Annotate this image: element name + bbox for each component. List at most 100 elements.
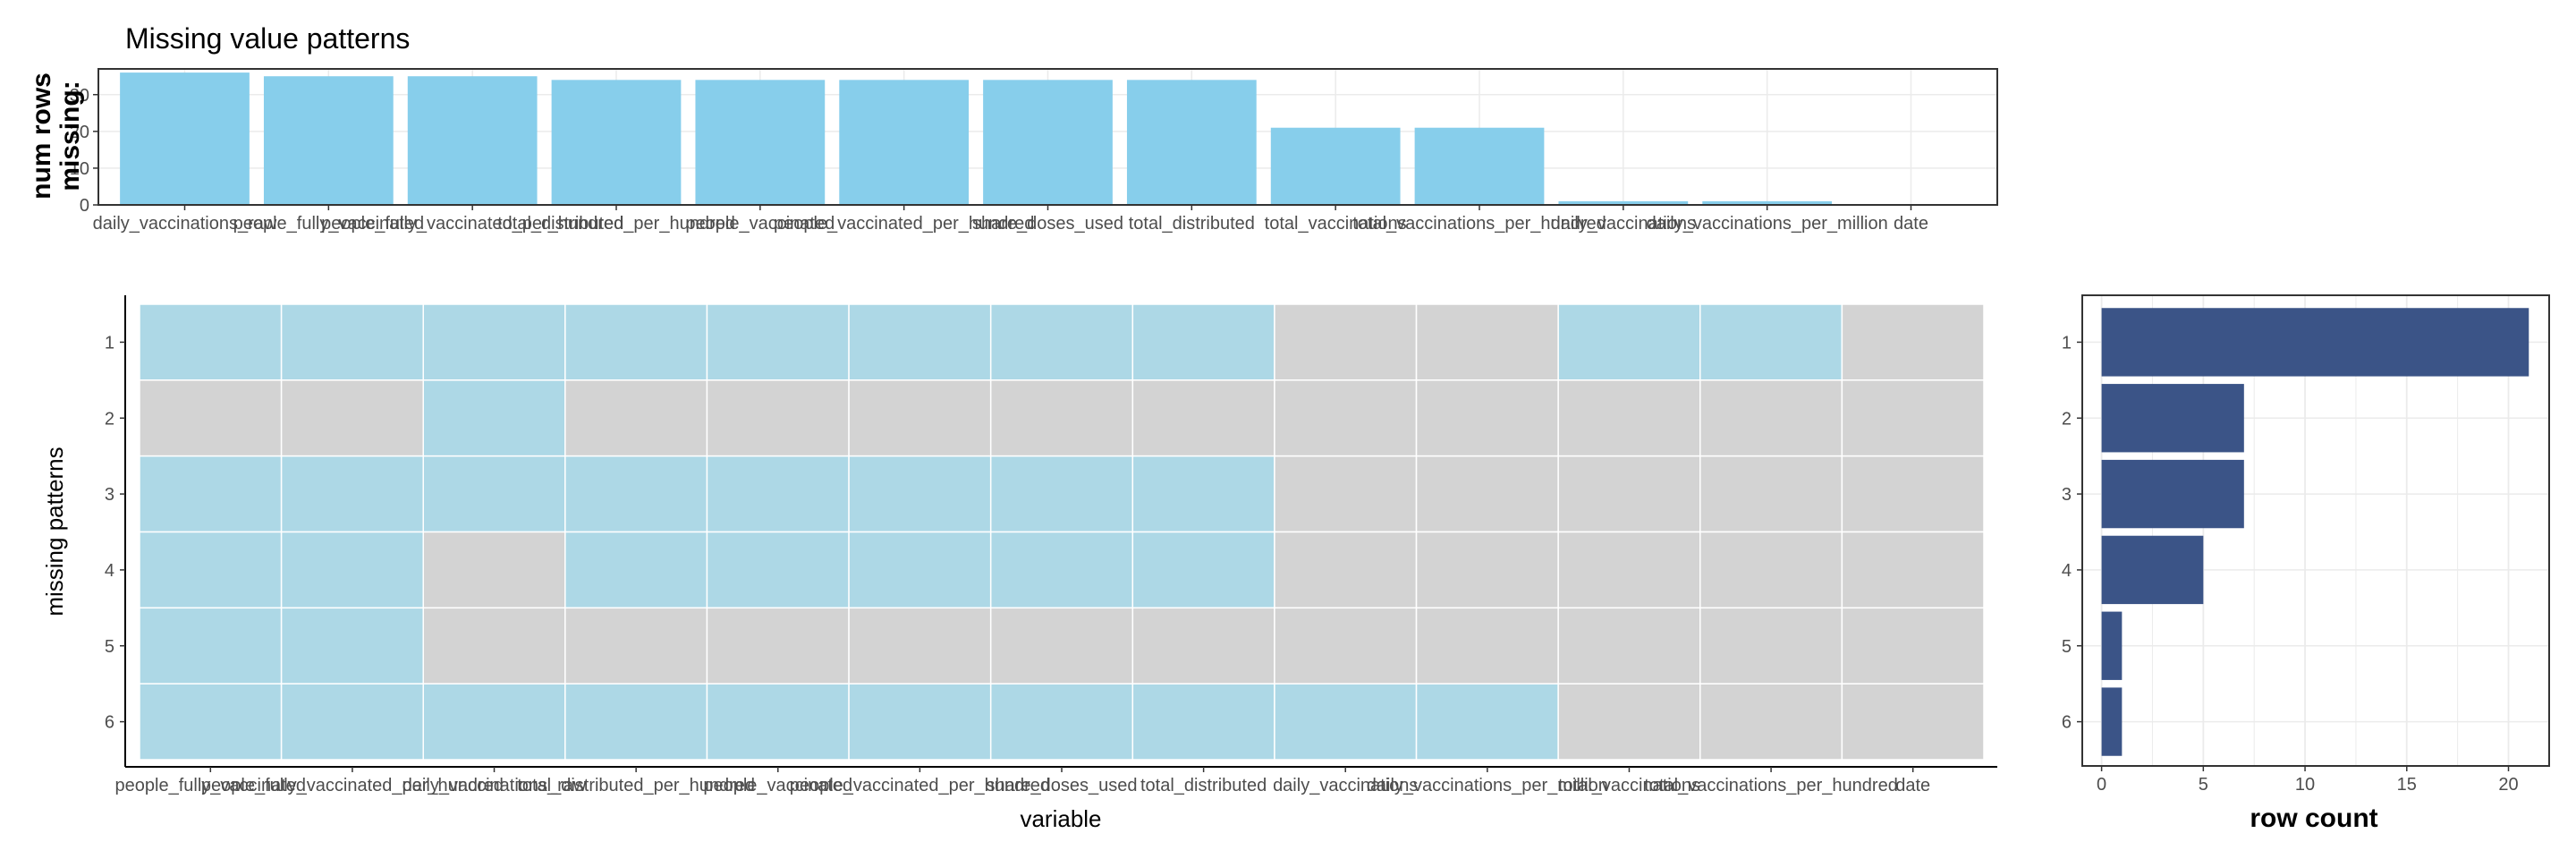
tile-present (1699, 683, 1843, 761)
tile-missing (1274, 683, 1418, 761)
tile-ytick-label: 3 (105, 485, 114, 505)
count-xtick-label: 20 (2498, 775, 2518, 795)
tile-xtick-label: people_fully_vaccinated (115, 776, 307, 795)
top-bar (1702, 200, 1833, 205)
tile-present (848, 607, 992, 685)
tile-xtick-label: daily_vaccinations (1273, 776, 1418, 795)
tile-missing (564, 531, 708, 609)
tile-missing (280, 455, 424, 533)
tile-xtick-label: total_distributed_per_hundred (517, 776, 755, 795)
top-xtick-label: people_fully_vaccinated (233, 214, 425, 234)
tile-missing (280, 531, 424, 609)
tile-ytick-label: 2 (105, 409, 114, 429)
tile-heatmap-panel: 1 2 3 4 5 6 people_fully_vaccinatedpeople_full… (41, 295, 1997, 832)
tile-xtick-label: total_vaccinations_per_hundred (1644, 776, 1898, 795)
tile-xtick-label: total_vaccinations (1558, 776, 1700, 795)
top-ytick-label: 10 (70, 159, 89, 179)
tile-present (1557, 607, 1701, 685)
tile-missing (564, 683, 708, 761)
tile-missing (1699, 303, 1843, 381)
top-bar (407, 76, 538, 205)
tile-present (564, 379, 708, 457)
tile-xtick-label: people_vaccinated (703, 776, 852, 795)
count-xtick-label: 0 (2097, 775, 2106, 795)
tile-present (1557, 379, 1701, 457)
tile-missing (1131, 303, 1275, 381)
tile-present (564, 607, 708, 685)
tile-missing (564, 303, 708, 381)
tile-present (1274, 607, 1418, 685)
tile-present (989, 379, 1134, 457)
count-ytick-label: 1 (2062, 333, 2072, 353)
top-bar-panel: 0102030daily_vaccinations_rawpeople_full… (27, 68, 1998, 234)
tile-missing (989, 683, 1134, 761)
tile-xtick-label: date (1895, 776, 1930, 795)
top-bar (120, 72, 250, 205)
top-xtick-label: daily_vaccinations (1551, 214, 1696, 234)
tile-present (1274, 379, 1418, 457)
count-bar (2101, 687, 2123, 756)
tile-present (1841, 379, 1985, 457)
count-xtick-label: 15 (2397, 775, 2417, 795)
count-bar (2101, 611, 2123, 680)
tile-present (1557, 455, 1701, 533)
tile-missing (139, 531, 283, 609)
count-xtick-label: 10 (2295, 775, 2315, 795)
tile-present (1841, 607, 1985, 685)
count-bar (2101, 535, 2204, 605)
top-xtick-label: date (1894, 214, 1928, 234)
tile-present (1557, 531, 1701, 609)
tile-missing (1131, 455, 1275, 533)
tile-missing (848, 531, 992, 609)
tile-present (139, 379, 283, 457)
tile-missing (280, 607, 424, 685)
tile-missing (139, 303, 283, 381)
top-panel-border (97, 68, 1998, 206)
top-y-axis-title: num rowsmissing: (27, 72, 85, 200)
tile-xtick-label: daily_vaccinations_per_million (1367, 776, 1608, 795)
top-ytick-label: 30 (70, 86, 89, 106)
count-x-axis-title: row count (2250, 804, 2377, 833)
top-bar (263, 76, 394, 205)
tile-present (1699, 379, 1843, 457)
tile-missing (280, 303, 424, 381)
top-bar (1414, 127, 1545, 205)
tile-xtick-label: people_fully_vaccinated_per_hundred (201, 776, 504, 795)
top-bar (1558, 200, 1689, 205)
tile-present (1841, 531, 1985, 609)
top-xtick-label: people_fully_vaccinated_per_hundred (321, 214, 623, 234)
count-bar (2101, 384, 2244, 453)
top-bar (551, 80, 682, 205)
tile-present (706, 379, 850, 457)
top-bar (1126, 80, 1257, 205)
tile-y-axis-title: missing patterns (41, 447, 68, 616)
tile-present (706, 607, 850, 685)
tile-missing (1131, 531, 1275, 609)
tile-xtick-label: total_distributed (1140, 776, 1267, 795)
count-panel-border (2081, 294, 2550, 767)
top-ytick-label: 20 (70, 123, 89, 142)
tile-missing (1415, 683, 1559, 761)
count-ytick-label: 3 (2062, 485, 2072, 505)
top-xtick-label: people_vaccinated (685, 214, 835, 234)
tile-present (1274, 531, 1418, 609)
count-bar (2101, 459, 2244, 529)
tile-missing (848, 455, 992, 533)
tile-missing (139, 683, 283, 761)
tile-xtick-label: share_doses_used (986, 776, 1137, 795)
tile-missing (1131, 683, 1275, 761)
tile-missing (564, 455, 708, 533)
tile-ytick-label: 5 (105, 637, 114, 657)
tile-missing (848, 303, 992, 381)
tile-present (1841, 683, 1985, 761)
tile-missing (989, 303, 1134, 381)
tile-missing (422, 455, 566, 533)
tile-missing (280, 683, 424, 761)
top-bar (1270, 127, 1401, 205)
tile-present (1131, 379, 1275, 457)
tile-present (422, 607, 566, 685)
tile-missing (422, 379, 566, 457)
tile-present (1699, 531, 1843, 609)
tile-missing (706, 683, 850, 761)
